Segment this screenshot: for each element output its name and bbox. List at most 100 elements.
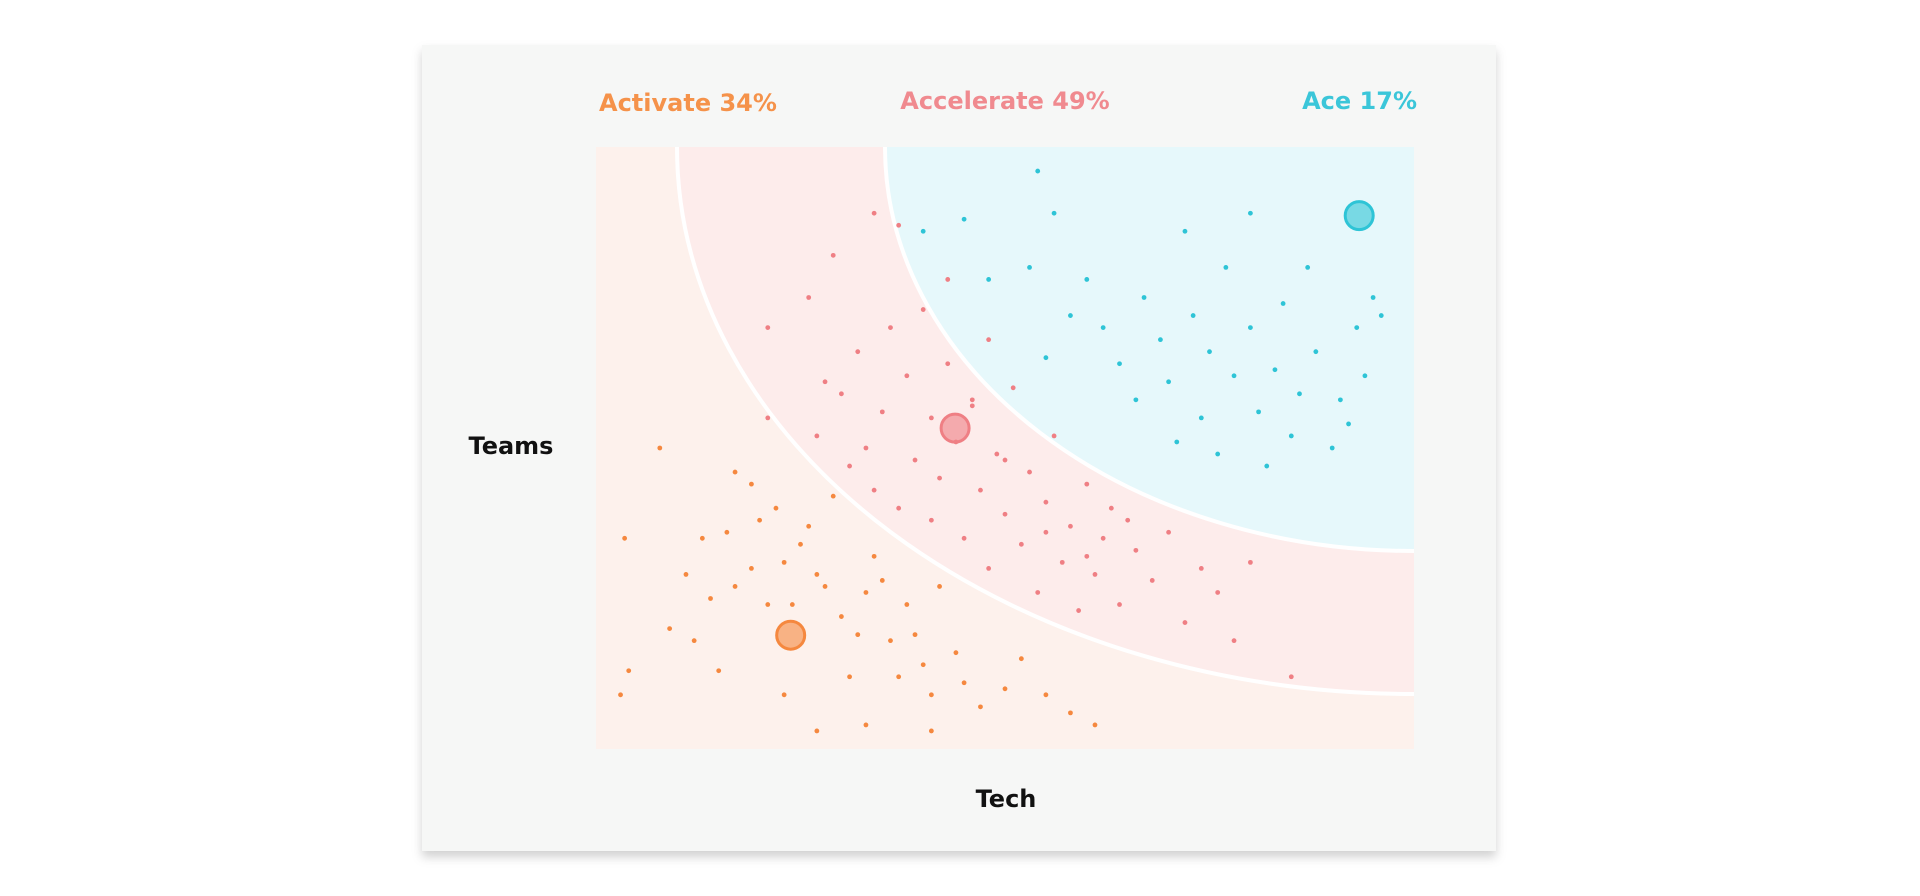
dots xyxy=(618,168,1384,734)
point xyxy=(945,277,951,282)
point xyxy=(667,626,673,631)
point xyxy=(986,337,992,343)
point xyxy=(1264,463,1270,469)
segment-label: Activate 34% xyxy=(599,89,777,117)
y-axis-label: Teams xyxy=(469,432,554,460)
point xyxy=(839,391,844,397)
point xyxy=(1215,451,1221,457)
point xyxy=(953,650,959,656)
point xyxy=(814,433,820,439)
point xyxy=(716,668,722,674)
point xyxy=(822,379,828,385)
point xyxy=(1043,529,1049,535)
point xyxy=(618,692,623,698)
point xyxy=(920,228,926,234)
point xyxy=(1362,373,1368,379)
region-ace xyxy=(883,147,1414,553)
point xyxy=(863,722,869,728)
point xyxy=(781,559,787,565)
point xyxy=(1378,313,1384,318)
point xyxy=(863,590,869,595)
point xyxy=(1068,710,1073,716)
point xyxy=(1133,547,1139,553)
point xyxy=(1280,301,1286,306)
point xyxy=(1125,517,1131,523)
point xyxy=(1010,385,1016,391)
point xyxy=(920,662,926,668)
point xyxy=(1329,445,1335,451)
point xyxy=(871,487,877,493)
point xyxy=(969,403,975,409)
point xyxy=(847,463,852,469)
point xyxy=(904,373,910,379)
point xyxy=(978,704,983,710)
point xyxy=(1223,265,1229,270)
point xyxy=(1051,210,1057,216)
point xyxy=(1231,373,1237,379)
segment-name: Activate xyxy=(599,89,711,117)
point xyxy=(1313,349,1319,355)
point xyxy=(896,222,902,228)
point xyxy=(1297,391,1302,397)
point xyxy=(871,210,877,216)
point xyxy=(879,578,885,583)
point xyxy=(749,481,754,487)
point xyxy=(1035,590,1041,595)
point xyxy=(1198,415,1204,421)
point xyxy=(928,728,934,734)
point xyxy=(622,535,628,541)
point xyxy=(888,325,893,330)
point xyxy=(1182,228,1188,234)
point xyxy=(1158,337,1163,343)
point xyxy=(1100,325,1106,330)
point xyxy=(1076,608,1082,613)
point xyxy=(830,493,836,499)
point xyxy=(961,535,967,541)
point xyxy=(1166,379,1171,385)
point xyxy=(961,216,967,222)
point xyxy=(724,529,730,535)
point xyxy=(1248,210,1253,216)
point xyxy=(1002,686,1008,692)
point xyxy=(822,584,828,589)
point xyxy=(1166,529,1171,535)
point xyxy=(806,295,812,300)
point xyxy=(765,325,771,330)
point xyxy=(1370,295,1376,300)
point xyxy=(732,469,738,475)
point xyxy=(920,307,926,312)
point xyxy=(781,692,787,698)
point xyxy=(978,487,983,493)
point xyxy=(1198,566,1204,571)
point xyxy=(708,596,713,601)
point xyxy=(1288,433,1294,439)
point xyxy=(937,584,942,589)
point xyxy=(1002,457,1008,463)
point xyxy=(1027,265,1032,270)
point xyxy=(1092,572,1098,577)
point xyxy=(896,674,902,680)
point xyxy=(1002,511,1008,517)
point xyxy=(928,692,934,698)
segment-center xyxy=(1343,200,1375,232)
point xyxy=(863,445,869,451)
point xyxy=(888,638,893,644)
point xyxy=(699,535,705,541)
point xyxy=(1354,325,1360,330)
point xyxy=(855,632,861,638)
point xyxy=(1068,313,1073,318)
point xyxy=(928,517,934,523)
point xyxy=(1092,722,1098,728)
segment-label: Ace 17% xyxy=(1302,87,1417,115)
point xyxy=(1117,602,1122,607)
point xyxy=(806,523,812,529)
point xyxy=(1027,469,1032,475)
point xyxy=(1133,397,1139,403)
point xyxy=(1149,578,1155,583)
point xyxy=(1035,168,1041,174)
regions xyxy=(596,147,1414,749)
point xyxy=(937,475,942,481)
point xyxy=(896,505,902,511)
point xyxy=(830,252,836,258)
